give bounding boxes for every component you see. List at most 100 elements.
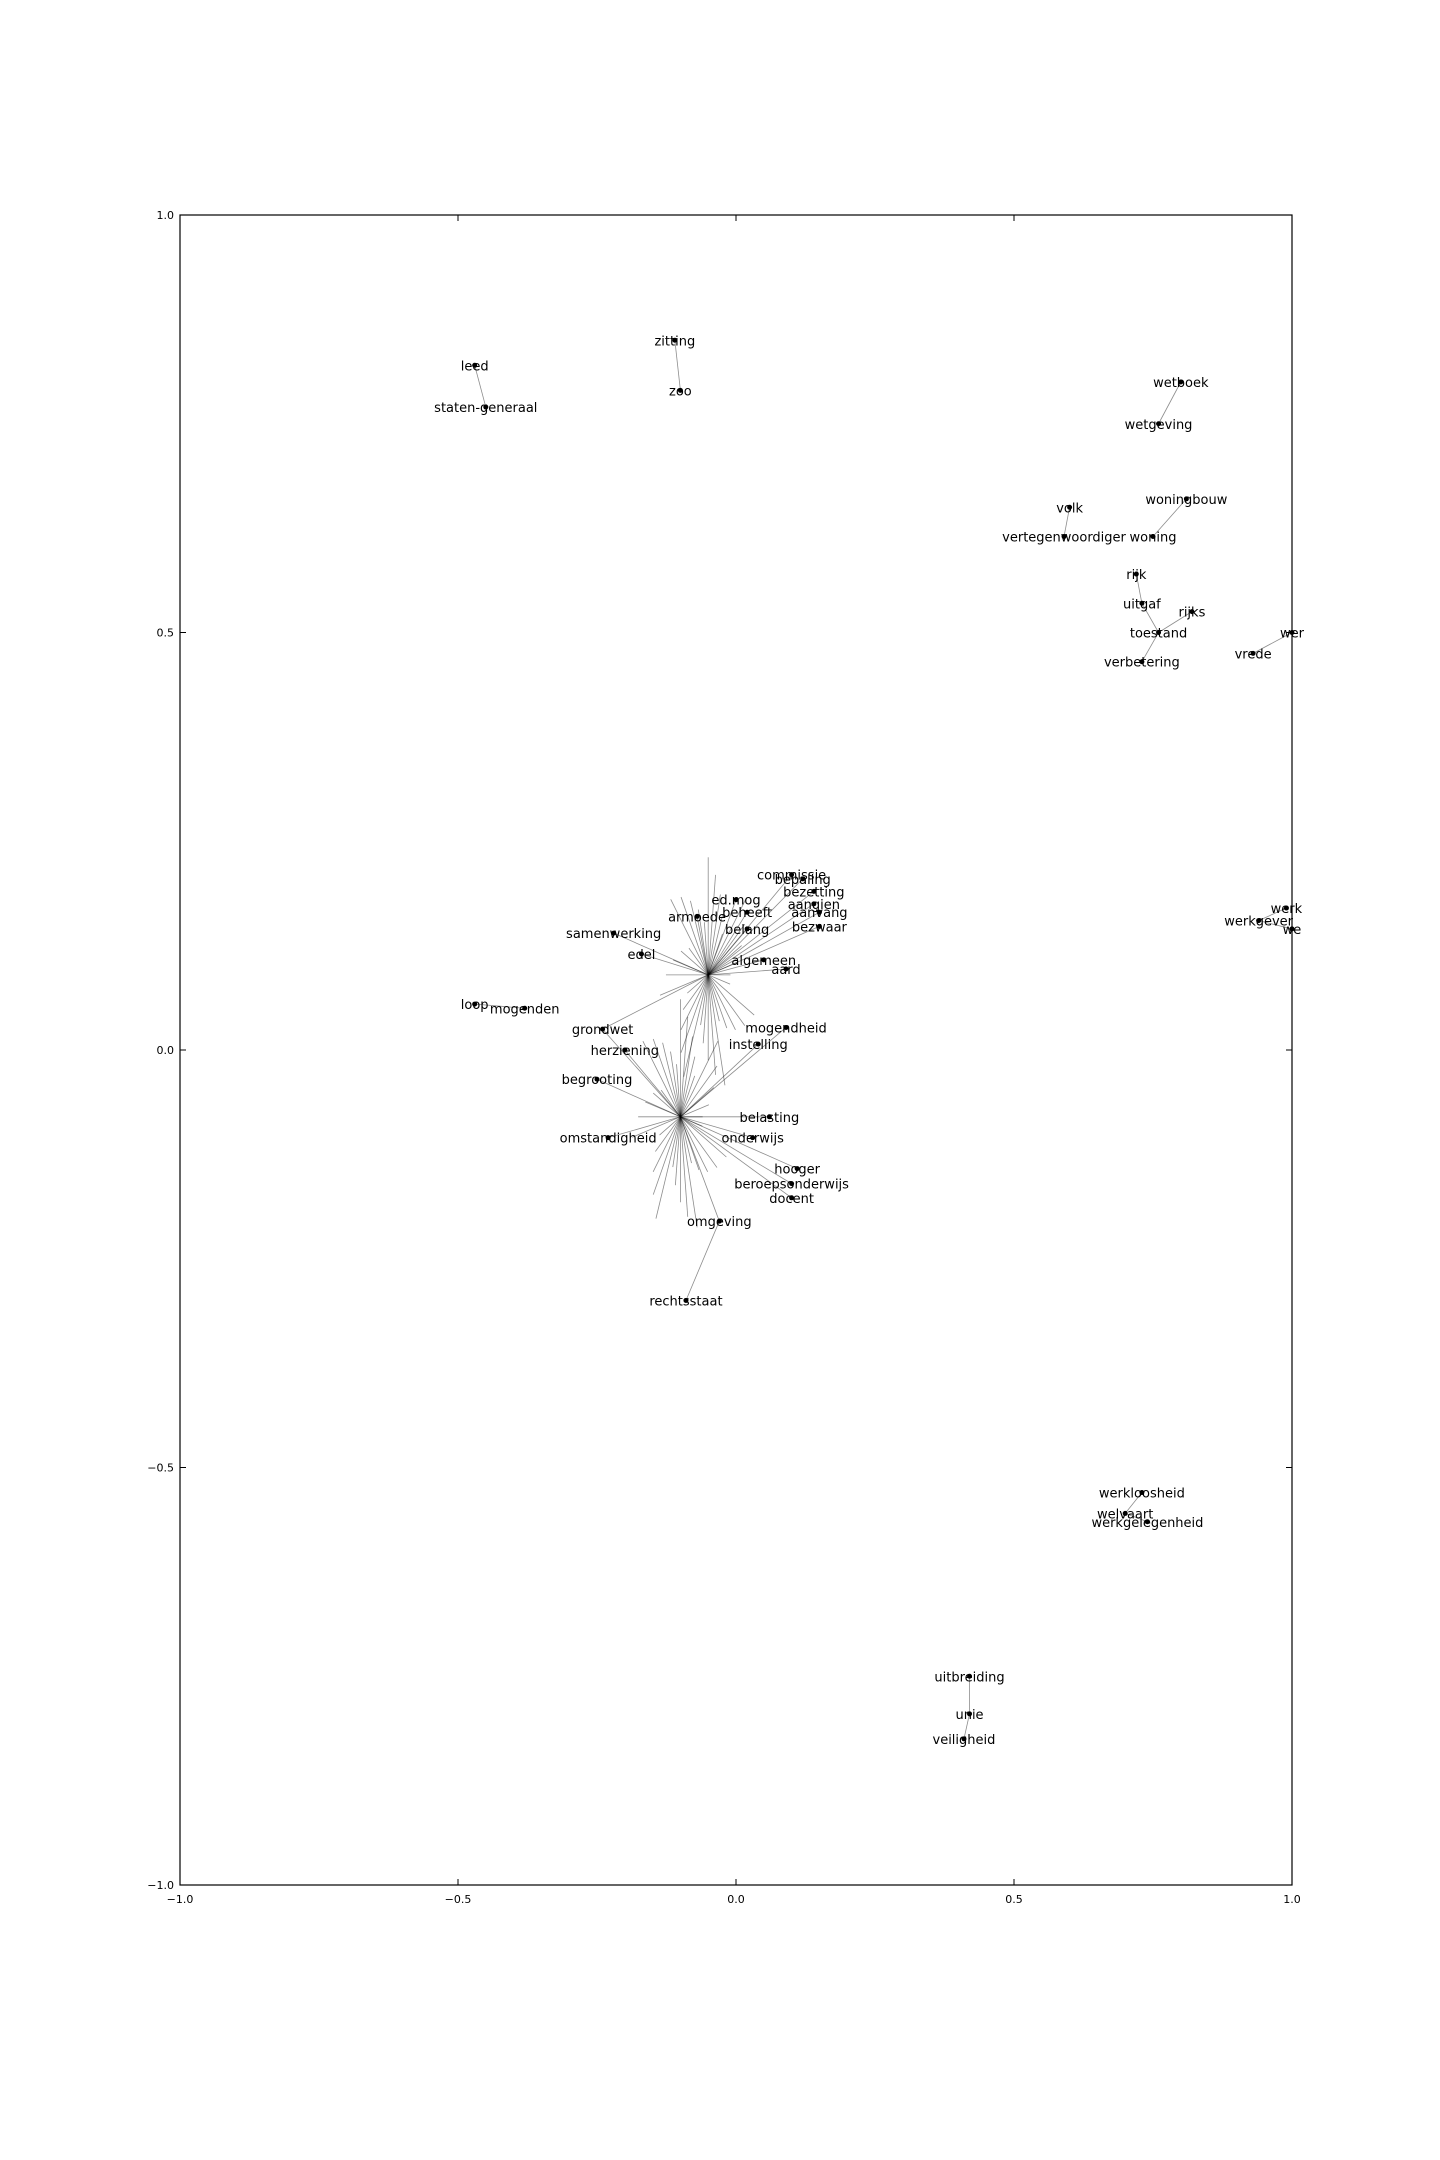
- node-point: [611, 930, 617, 936]
- node-point: [783, 1024, 789, 1030]
- node-point: [1189, 609, 1195, 615]
- node-point: [716, 1218, 722, 1224]
- node-point: [472, 1001, 478, 1007]
- edge: [688, 947, 709, 976]
- node-point: [677, 387, 683, 393]
- node-label: ed.mog: [711, 894, 760, 909]
- node-point: [1178, 379, 1184, 385]
- node-label: veiligheid: [933, 1733, 996, 1748]
- node-label: werkloosheid: [1099, 1487, 1185, 1502]
- node-point: [800, 876, 806, 882]
- edge: [707, 974, 716, 1075]
- edge: [655, 1116, 681, 1152]
- node-label: omgeving: [687, 1215, 752, 1230]
- node-label: leed: [461, 359, 489, 374]
- edge: [680, 1116, 792, 1184]
- edge: [632, 1116, 681, 1138]
- edge: [659, 1116, 681, 1136]
- node-label: belasting: [739, 1111, 799, 1126]
- y-tick-label: −0.5: [147, 1462, 174, 1475]
- node-label: docent: [769, 1192, 814, 1207]
- edge: [708, 974, 731, 985]
- node-point: [672, 337, 678, 343]
- edge: [662, 1042, 681, 1117]
- edge: [707, 899, 747, 976]
- edge: [1063, 507, 1070, 537]
- node-point: [789, 1181, 795, 1187]
- edge: [652, 1116, 681, 1195]
- edge: [672, 1116, 681, 1168]
- edge: [1258, 907, 1287, 921]
- node-label: aanvang: [791, 906, 847, 921]
- node-label: staten-generaal: [434, 401, 537, 416]
- edge: [1252, 632, 1293, 654]
- node-label: herziening: [591, 1044, 659, 1059]
- node-label: uitbreiding: [934, 1670, 1004, 1685]
- node-label: werkgever: [1224, 915, 1293, 930]
- edge: [474, 1003, 525, 1009]
- edge: [708, 962, 737, 976]
- node-label: bezwaar: [792, 920, 848, 935]
- node-point: [783, 966, 789, 972]
- edge: [707, 928, 748, 976]
- node-point: [683, 1298, 689, 1303]
- edge: [707, 891, 815, 976]
- edge: [696, 916, 709, 975]
- edge: [474, 365, 487, 408]
- edge: [680, 1016, 689, 1117]
- edge: [700, 974, 709, 1026]
- edge: [602, 974, 709, 1030]
- node-point: [1156, 630, 1162, 635]
- node-point: [1183, 496, 1189, 502]
- node-label: begrooting: [562, 1073, 633, 1088]
- node-point: [522, 1005, 528, 1011]
- y-tick-label: −1.0: [147, 1879, 174, 1892]
- edge: [674, 340, 681, 391]
- node-point: [744, 909, 750, 915]
- edge: [1158, 611, 1193, 633]
- node-label: instelling: [729, 1038, 788, 1053]
- edge: [708, 926, 820, 976]
- edge: [683, 974, 709, 1077]
- edge: [702, 974, 709, 1044]
- node-point: [638, 951, 644, 957]
- nodes-layer: [472, 337, 1295, 1742]
- edge: [707, 914, 724, 975]
- edge: [703, 922, 709, 975]
- x-tick-label: 1.0: [1283, 1893, 1301, 1906]
- edge: [608, 1116, 681, 1139]
- node-point: [1067, 504, 1073, 510]
- node-point: [1250, 650, 1256, 656]
- edge: [680, 974, 709, 1030]
- edge: [707, 903, 815, 976]
- edge: [613, 932, 709, 976]
- edge: [624, 1049, 681, 1118]
- edge: [680, 1116, 692, 1164]
- edge: [697, 909, 709, 975]
- edge: [707, 878, 804, 976]
- edge: [680, 1116, 753, 1139]
- node-label: mogenden: [490, 1002, 560, 1017]
- edge: [652, 1038, 681, 1117]
- ticks-layer: −1.0 −0.5 0.0 0.5 1.0 −1.0 −0.5 0.0 0.5 1.0: [147, 209, 1300, 1906]
- node-point: [967, 1673, 973, 1679]
- node-point: [811, 888, 817, 894]
- edge: [707, 974, 736, 1030]
- edge: [680, 1104, 710, 1118]
- node-point: [694, 913, 700, 919]
- edge: [670, 899, 709, 976]
- edge: [707, 974, 726, 1086]
- edge: [707, 974, 746, 1026]
- node-point: [733, 897, 739, 903]
- node-label: samenwerking: [566, 927, 661, 942]
- edges-layer: [474, 340, 1293, 1739]
- edge: [680, 1116, 689, 1217]
- edge: [708, 968, 787, 976]
- edge: [596, 1078, 681, 1118]
- node-label: rijks: [1178, 606, 1205, 621]
- node-label: algemeen: [731, 954, 796, 969]
- node-label: verbetering: [1104, 656, 1180, 671]
- edge: [680, 1116, 720, 1222]
